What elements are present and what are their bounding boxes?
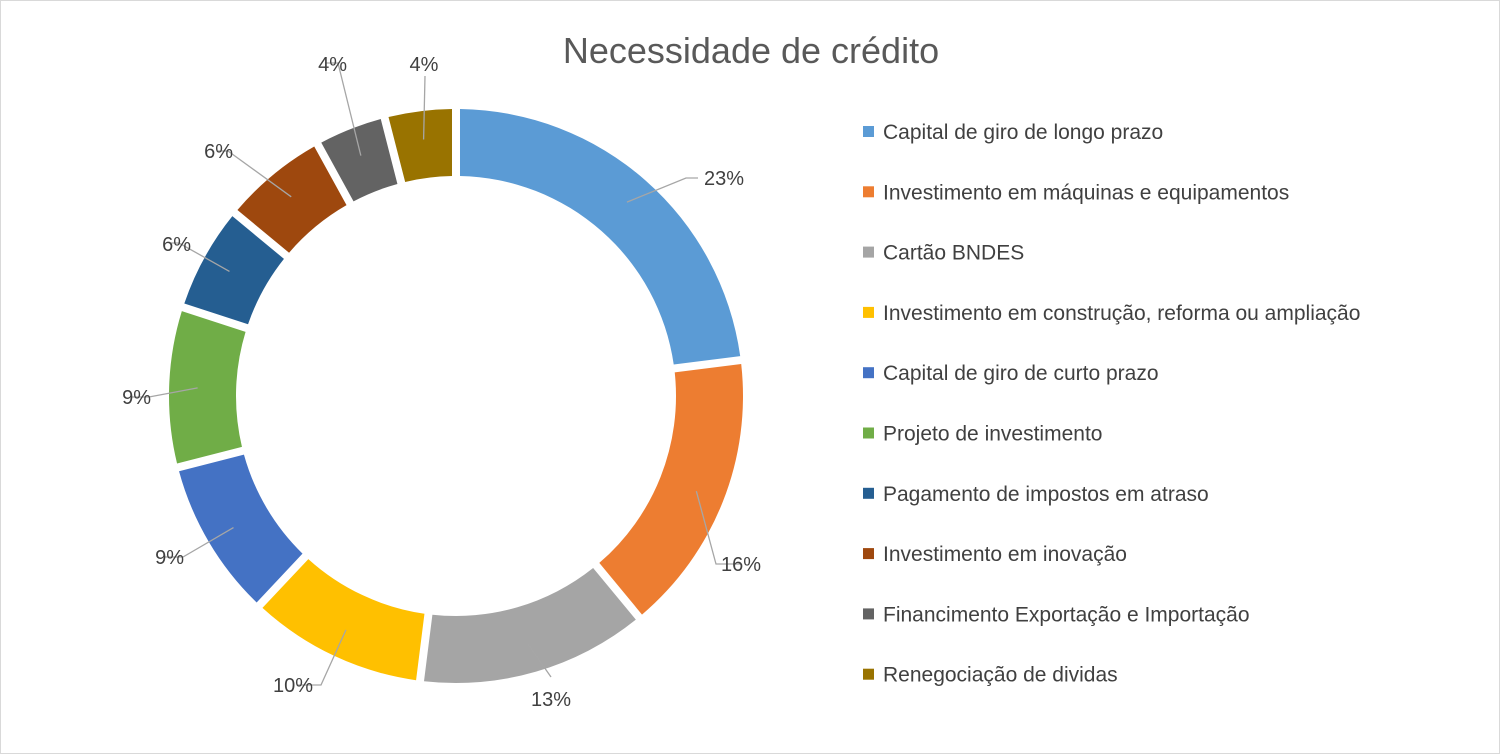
leader-line-3 bbox=[527, 643, 552, 678]
chart-title: Necessidade de crédito bbox=[563, 30, 939, 71]
data-label-4: 10% bbox=[273, 675, 313, 697]
legend-swatch-4 bbox=[863, 306, 874, 318]
legend: Capital de giro de longo prazo Investimen… bbox=[863, 121, 1360, 687]
data-label-3: 13% bbox=[531, 689, 571, 711]
leader-line-8 bbox=[218, 150, 292, 198]
legend-swatch-10 bbox=[863, 668, 874, 680]
data-label-5: 9% bbox=[155, 547, 184, 569]
slice-6 bbox=[169, 311, 246, 464]
slice-8 bbox=[237, 146, 347, 253]
slice-5 bbox=[179, 454, 303, 603]
legend-swatch-3 bbox=[863, 246, 874, 258]
doughnut-slices bbox=[169, 109, 743, 683]
legend-entry-2: Investimento em máquinas e equipamentos bbox=[883, 181, 1289, 204]
legend-swatch-6 bbox=[863, 427, 874, 439]
legend-entry-3: Cartão BNDES bbox=[883, 242, 1024, 265]
legend-swatch-9 bbox=[863, 608, 874, 620]
legend-swatch-8 bbox=[863, 548, 874, 560]
leader-line-6 bbox=[132, 387, 198, 398]
legend-entry-9: Financimento Exportação e Importação bbox=[883, 603, 1250, 626]
slice-1 bbox=[459, 109, 741, 365]
data-label-2: 16% bbox=[721, 554, 761, 576]
leader-lines bbox=[132, 62, 740, 686]
legend-entry-1: Capital de giro de longo prazo bbox=[883, 121, 1163, 144]
legend-entry-10: Renegociação de dividas bbox=[883, 664, 1118, 687]
leader-line-7 bbox=[171, 242, 230, 273]
leader-line-4 bbox=[297, 629, 347, 686]
leader-line-1 bbox=[626, 177, 698, 203]
leader-line-10 bbox=[422, 75, 426, 140]
slice-9 bbox=[321, 119, 398, 202]
legend-swatch-1 bbox=[863, 126, 874, 137]
legend-entry-6: Projeto de investimento bbox=[883, 423, 1102, 446]
slice-4 bbox=[262, 559, 425, 681]
legend-swatch-2 bbox=[863, 186, 874, 198]
slice-7 bbox=[184, 216, 284, 325]
slice-3 bbox=[424, 568, 636, 683]
data-label-6: 9% bbox=[122, 387, 151, 409]
leader-line-9 bbox=[325, 62, 362, 156]
data-label-10: 4% bbox=[410, 54, 439, 76]
legend-swatch-5 bbox=[863, 367, 874, 379]
legend-entry-7: Pagamento de impostos em atraso bbox=[883, 483, 1209, 506]
data-label-9: 4% bbox=[318, 54, 347, 76]
data-label-8: 6% bbox=[204, 141, 233, 163]
slice-2 bbox=[599, 364, 743, 615]
legend-entry-8: Investimento em inovação bbox=[883, 543, 1127, 566]
slice-10 bbox=[388, 109, 453, 182]
data-labels: 23% 16% 13% 10% 9% 9% 6% 6% 4% 4% bbox=[122, 54, 761, 711]
leader-line-2 bbox=[695, 490, 740, 565]
leader-line-5 bbox=[164, 527, 234, 558]
legend-swatch-7 bbox=[863, 487, 874, 499]
legend-entry-4: Investimento em construção, reforma ou a… bbox=[883, 302, 1360, 325]
legend-entry-5: Capital de giro de curto prazo bbox=[883, 362, 1159, 385]
data-label-1: 23% bbox=[704, 168, 744, 190]
data-label-7: 6% bbox=[162, 234, 191, 256]
